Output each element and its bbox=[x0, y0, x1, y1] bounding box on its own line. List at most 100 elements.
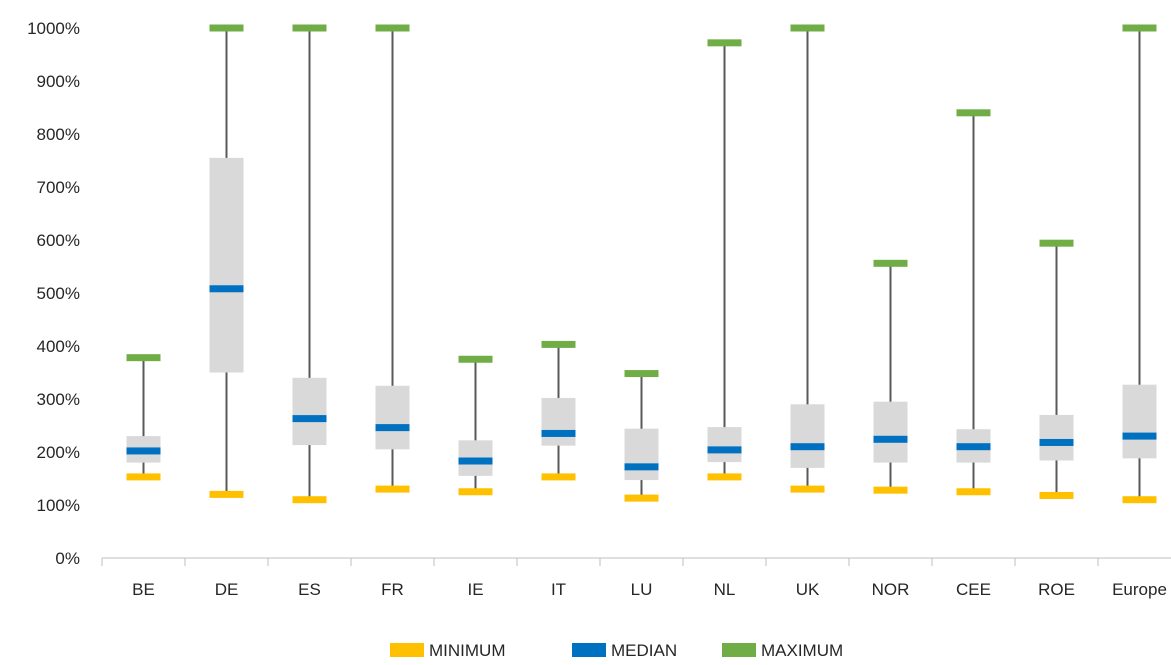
maximum-marker bbox=[541, 340, 576, 348]
iqr-box bbox=[209, 157, 244, 373]
median-marker bbox=[375, 424, 410, 432]
iqr-box bbox=[707, 427, 742, 463]
box-group-uk bbox=[790, 24, 825, 493]
median-marker bbox=[1039, 438, 1074, 446]
median-marker bbox=[1122, 432, 1157, 440]
y-axis: 0% 100% 200% 300% 400% 500% 600% 700% 800% 900% 10… bbox=[27, 19, 80, 568]
maximum-marker bbox=[209, 24, 244, 32]
x-tick-label: LU bbox=[631, 580, 653, 599]
minimum-marker bbox=[790, 485, 825, 493]
minimum-marker bbox=[956, 488, 991, 496]
maximum-marker bbox=[292, 24, 327, 32]
median-marker bbox=[624, 463, 659, 471]
box-group-lu bbox=[624, 370, 659, 502]
maximum-marker bbox=[956, 109, 991, 117]
median-marker bbox=[873, 435, 908, 443]
x-tick-label: NL bbox=[714, 580, 736, 599]
median-marker bbox=[126, 447, 161, 455]
box-group-fr bbox=[375, 24, 410, 493]
y-tick-label: 1000% bbox=[27, 19, 80, 38]
x-tick-label: UK bbox=[796, 580, 820, 599]
legend-label: MINIMUM bbox=[429, 641, 505, 660]
box-group-be bbox=[126, 354, 161, 481]
maximum-marker bbox=[624, 370, 659, 378]
x-tick-label: ES bbox=[298, 580, 321, 599]
maximum-marker bbox=[458, 355, 493, 363]
box-group-cee bbox=[956, 109, 991, 496]
y-tick-label: 700% bbox=[37, 178, 80, 197]
box-group-nl bbox=[707, 39, 742, 481]
legend-label: MEDIAN bbox=[611, 641, 677, 660]
maximum-marker bbox=[126, 354, 161, 362]
median-marker bbox=[707, 446, 742, 454]
x-tick-label: DE bbox=[215, 580, 239, 599]
iqr-box bbox=[624, 428, 659, 481]
median-marker bbox=[292, 415, 327, 423]
box-group-it bbox=[541, 340, 576, 481]
y-tick-label: 200% bbox=[37, 443, 80, 462]
minimum-marker bbox=[1122, 496, 1157, 504]
iqr-box bbox=[541, 397, 576, 446]
y-tick-label: 500% bbox=[37, 284, 80, 303]
x-tick-label: IE bbox=[467, 580, 483, 599]
iqr-box bbox=[292, 377, 327, 446]
y-tick-label: 100% bbox=[37, 496, 80, 515]
legend-label: MAXIMUM bbox=[761, 641, 843, 660]
legend: MINIMUM MEDIAN MAXIMUM bbox=[390, 641, 843, 660]
box-group-nor bbox=[873, 259, 908, 494]
minimum-marker bbox=[541, 473, 576, 481]
iqr-box bbox=[375, 385, 410, 450]
y-tick-label: 400% bbox=[37, 337, 80, 356]
minimum-marker bbox=[126, 473, 161, 481]
minimum-marker bbox=[624, 494, 659, 502]
x-tick-label: ROE bbox=[1038, 580, 1075, 599]
maximum-marker bbox=[790, 24, 825, 32]
legend-swatch bbox=[572, 643, 606, 657]
median-marker bbox=[956, 443, 991, 451]
y-tick-label: 900% bbox=[37, 72, 80, 91]
median-marker bbox=[541, 429, 576, 437]
minimum-marker bbox=[375, 485, 410, 493]
minimum-marker bbox=[1039, 491, 1074, 499]
x-tick-label: NOR bbox=[872, 580, 910, 599]
legend-swatch bbox=[390, 643, 424, 657]
iqr-box bbox=[1122, 384, 1157, 459]
y-tick-label: 300% bbox=[37, 390, 80, 409]
legend-item-median: MEDIAN bbox=[572, 641, 677, 660]
minimum-marker bbox=[209, 490, 244, 498]
legend-item-maximum: MAXIMUM bbox=[722, 641, 843, 660]
minimum-marker bbox=[873, 486, 908, 494]
box-group-ie bbox=[458, 355, 493, 496]
median-marker bbox=[790, 443, 825, 451]
x-tick-label: Europe bbox=[1112, 580, 1167, 599]
x-tick-label: FR bbox=[381, 580, 404, 599]
iqr-box bbox=[873, 401, 908, 463]
minimum-marker bbox=[292, 496, 327, 504]
maximum-marker bbox=[873, 259, 908, 267]
median-marker bbox=[458, 457, 493, 465]
x-tick-label: BE bbox=[132, 580, 155, 599]
legend-swatch bbox=[722, 643, 756, 657]
box-group-roe bbox=[1039, 239, 1074, 499]
maximum-marker bbox=[1039, 239, 1074, 247]
maximum-marker bbox=[375, 24, 410, 32]
x-tick-label: IT bbox=[551, 580, 566, 599]
y-tick-label: 600% bbox=[37, 231, 80, 250]
minimum-marker bbox=[707, 473, 742, 481]
maximum-marker bbox=[707, 39, 742, 47]
iqr-box bbox=[1039, 414, 1074, 461]
box-group-europe bbox=[1122, 24, 1157, 504]
median-marker bbox=[209, 285, 244, 293]
minimum-marker bbox=[458, 488, 493, 496]
x-tick-label: CEE bbox=[956, 580, 991, 599]
x-axis: BE DE ES FR IE IT LU NL UK NOR CEE ROE Europe bbox=[101, 557, 1171, 599]
y-tick-label: 800% bbox=[37, 125, 80, 144]
y-tick-label: 0% bbox=[55, 549, 80, 568]
plot-area bbox=[126, 24, 1157, 504]
box-group-es bbox=[292, 24, 327, 504]
iqr-box bbox=[790, 404, 825, 468]
maximum-marker bbox=[1122, 24, 1157, 32]
legend-item-minimum: MINIMUM bbox=[390, 641, 505, 660]
